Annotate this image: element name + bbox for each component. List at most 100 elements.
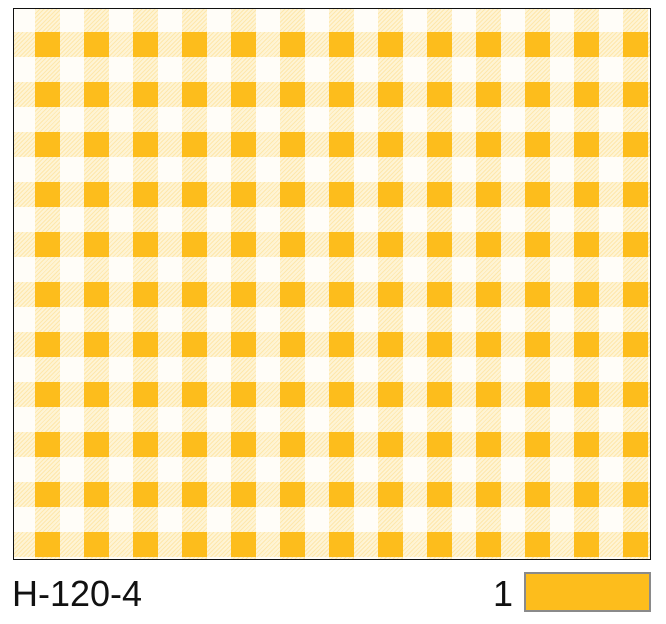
check-square: [427, 532, 452, 557]
check-square: [476, 482, 501, 507]
check-square: [182, 132, 207, 157]
check-square: [231, 182, 256, 207]
check-square: [574, 132, 599, 157]
check-square: [280, 32, 305, 57]
check-square: [427, 282, 452, 307]
fabric-swatch-image: [13, 8, 651, 560]
check-square: [378, 82, 403, 107]
check-square: [280, 282, 305, 307]
check-square: [35, 82, 60, 107]
check-square: [427, 82, 452, 107]
check-square: [525, 532, 550, 557]
check-square: [182, 282, 207, 307]
check-square: [525, 432, 550, 457]
check-square: [84, 532, 109, 557]
check-square: [84, 282, 109, 307]
check-square: [280, 182, 305, 207]
check-square: [525, 482, 550, 507]
check-square: [35, 332, 60, 357]
check-square: [623, 332, 648, 357]
check-square: [427, 482, 452, 507]
check-square: [231, 482, 256, 507]
check-square: [182, 32, 207, 57]
check-square: [133, 332, 158, 357]
check-square: [35, 132, 60, 157]
check-square: [280, 82, 305, 107]
check-square: [35, 482, 60, 507]
check-square: [378, 132, 403, 157]
check-square: [280, 332, 305, 357]
check-square: [182, 432, 207, 457]
check-square: [574, 182, 599, 207]
check-square: [525, 332, 550, 357]
check-square: [525, 282, 550, 307]
check-square: [133, 282, 158, 307]
check-square: [133, 82, 158, 107]
check-square: [623, 482, 648, 507]
check-square: [623, 32, 648, 57]
check-square: [427, 132, 452, 157]
check-square: [574, 382, 599, 407]
check-square: [133, 382, 158, 407]
check-square: [476, 432, 501, 457]
check-square: [574, 232, 599, 257]
check-square: [35, 32, 60, 57]
check-square: [623, 432, 648, 457]
check-square: [182, 82, 207, 107]
check-square: [525, 132, 550, 157]
check-square: [476, 32, 501, 57]
check-square: [231, 282, 256, 307]
check-square: [231, 532, 256, 557]
check-square: [182, 232, 207, 257]
check-square: [84, 232, 109, 257]
check-square: [427, 382, 452, 407]
check-square: [623, 132, 648, 157]
check-square: [329, 482, 354, 507]
check-square: [476, 132, 501, 157]
check-square: [378, 282, 403, 307]
check-square: [329, 182, 354, 207]
check-square: [623, 232, 648, 257]
check-square: [84, 82, 109, 107]
check-square: [35, 182, 60, 207]
check-square: [280, 432, 305, 457]
check-square: [427, 32, 452, 57]
check-square: [378, 232, 403, 257]
check-square: [329, 132, 354, 157]
check-square: [280, 482, 305, 507]
check-square: [231, 332, 256, 357]
check-square: [427, 232, 452, 257]
check-square: [476, 182, 501, 207]
check-square: [574, 82, 599, 107]
check-square: [378, 332, 403, 357]
check-square: [525, 32, 550, 57]
product-code: H-120-4: [12, 573, 143, 614]
check-square: [182, 182, 207, 207]
check-square: [623, 182, 648, 207]
check-square: [84, 182, 109, 207]
check-square: [427, 432, 452, 457]
check-square: [427, 182, 452, 207]
check-square: [378, 432, 403, 457]
check-square: [133, 32, 158, 57]
check-square: [329, 332, 354, 357]
check-square: [623, 282, 648, 307]
check-square: [476, 532, 501, 557]
check-square: [35, 382, 60, 407]
check-square: [476, 232, 501, 257]
check-square: [84, 432, 109, 457]
check-square: [84, 332, 109, 357]
check-square: [231, 382, 256, 407]
check-square: [476, 332, 501, 357]
check-square: [84, 132, 109, 157]
check-square: [329, 282, 354, 307]
check-square: [525, 232, 550, 257]
check-square: [182, 482, 207, 507]
color-chip: [524, 572, 651, 612]
check-square: [378, 182, 403, 207]
check-square: [231, 32, 256, 57]
check-square: [329, 382, 354, 407]
check-square: [476, 82, 501, 107]
check-square: [574, 282, 599, 307]
check-square: [182, 332, 207, 357]
